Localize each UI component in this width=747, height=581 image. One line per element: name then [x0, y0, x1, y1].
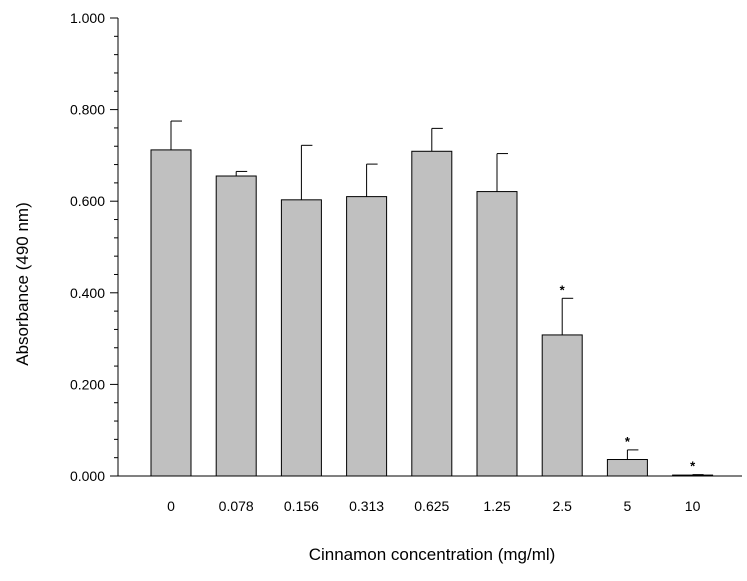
y-axis: 0.000 0.200 0.400 0.600 0.800 1.000 [70, 10, 119, 484]
x-axis-title: Cinnamon concentration (mg/ml) [309, 545, 556, 564]
y-tick-label: 1.000 [70, 10, 105, 26]
x-tick-label: 0.156 [284, 498, 319, 514]
y-tick-label: 0.400 [70, 285, 105, 301]
y-axis-title: Absorbance (490 nm) [13, 202, 32, 365]
bar [346, 196, 388, 477]
significance-marker: * [560, 282, 566, 297]
x-tick-label: 0.625 [414, 498, 449, 514]
x-axis: 0 0.078 0.156 0.313 0.625 1.25 2.5 5 10 [118, 475, 742, 514]
bar [476, 191, 518, 477]
y-tick-label: 0.800 [70, 102, 105, 118]
x-tick-label: 1.25 [483, 498, 510, 514]
bar [606, 459, 648, 477]
bar [411, 150, 453, 477]
x-tick-label: 5 [624, 498, 632, 514]
bars: * * * [150, 120, 714, 477]
y-tick-label: 0.200 [70, 376, 105, 392]
x-tick-label: 0 [167, 498, 175, 514]
x-tick-label: 2.5 [552, 498, 572, 514]
bar [280, 199, 322, 477]
bar [541, 334, 583, 477]
y-tick-label: 0.600 [70, 193, 105, 209]
y-tick-label: 0.000 [70, 468, 105, 484]
x-tick-label: 0.078 [219, 498, 254, 514]
x-tick-label: 10 [685, 498, 701, 514]
bar [672, 474, 714, 477]
x-tick-label: 0.313 [349, 498, 384, 514]
bar [150, 149, 192, 477]
bar [215, 175, 257, 477]
significance-marker: * [625, 434, 631, 449]
significance-marker: * [690, 459, 696, 474]
